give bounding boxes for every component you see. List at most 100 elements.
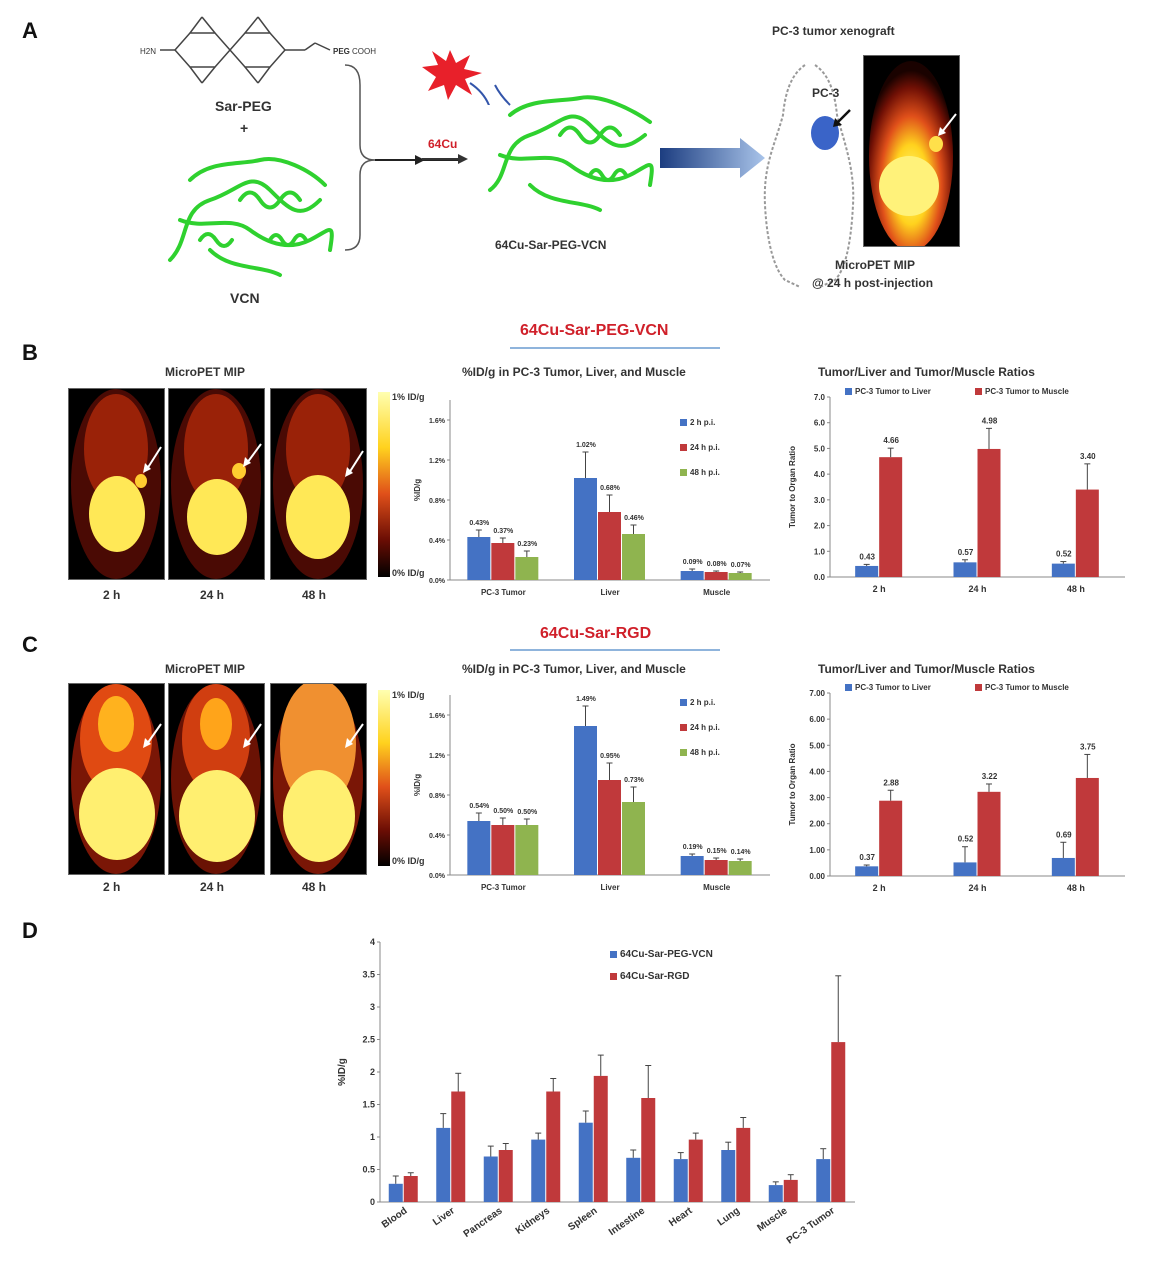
panel-b-letter: B xyxy=(22,340,38,365)
bar xyxy=(491,543,515,580)
category-label: Liver xyxy=(431,1205,457,1228)
data-label: 0.23% xyxy=(517,541,538,548)
bar xyxy=(515,825,539,875)
y-axis-label: Tumor to Organ Ratio xyxy=(788,446,797,528)
category-label: Liver xyxy=(600,588,619,597)
bar xyxy=(704,572,728,580)
pc3-label: PC-3 xyxy=(812,86,840,100)
bar xyxy=(491,825,515,875)
data-label: 1.49% xyxy=(576,696,597,703)
data-label: 3.40 xyxy=(1080,452,1096,461)
category-label: 24 h xyxy=(968,883,986,893)
chart-c-ratio: 0.00 1.00 2.00 3.00 4.00 5.00 6.00 7.00 Tumor to… xyxy=(788,683,1125,893)
legend-swatch xyxy=(975,684,982,691)
data-label: 0.07% xyxy=(731,562,752,569)
chart-b-ratio: 0.0 1.0 2.0 3.0 4.0 5.0 6.0 7.0 Tumor to Organ R… xyxy=(788,387,1125,594)
data-label: 0.50% xyxy=(493,808,514,815)
y-tick-label: 1.6% xyxy=(429,713,446,720)
colorbar-b xyxy=(378,392,390,577)
bar xyxy=(531,1139,546,1202)
panel-b-underline xyxy=(510,347,720,349)
bar xyxy=(953,862,977,876)
legend-label: PC-3 Tumor to Muscle xyxy=(985,683,1069,692)
bar xyxy=(673,1159,688,1202)
y-tick-label: 6.0 xyxy=(814,419,826,428)
y-tick-label: 4.00 xyxy=(809,767,825,776)
legend-label: 24 h p.i. xyxy=(690,723,720,732)
chart-c-idg: 0.0%0.4%0.8%1.2%1.6%%ID/g0.54%0.50% 0.50%… xyxy=(413,695,770,892)
panel-b-idg-title: %ID/g in PC-3 Tumor, Liver, and Muscle xyxy=(462,365,686,379)
chart-d-biodistribution: 0 0.5 1 1.5 2 2.5 3 3.5 4 %ID/g Blood Liver Pancreas… xyxy=(337,937,855,1247)
xenograft-title: PC-3 tumor xenograft xyxy=(772,24,895,38)
legend-swatch xyxy=(610,973,617,980)
category-label: Intestine xyxy=(607,1205,647,1238)
big-gradient-arrow xyxy=(660,138,765,178)
data-label: 4.98 xyxy=(982,416,998,425)
y-tick-label: 0 xyxy=(370,1197,375,1207)
y-tick-label: 1.0 xyxy=(814,547,826,556)
legend-label: 2 h p.i. xyxy=(690,698,715,707)
pet-image-c-2h xyxy=(68,683,165,875)
bar xyxy=(688,1139,703,1202)
data-label: 3.22 xyxy=(982,772,998,781)
bar xyxy=(388,1183,403,1202)
legend-swatch xyxy=(845,388,852,395)
category-label: PC-3 Tumor xyxy=(785,1205,837,1246)
data-label: 2.88 xyxy=(883,778,899,787)
molecule-peg: PEG xyxy=(333,47,350,56)
legend-swatch xyxy=(680,444,687,451)
legend-label: 64Cu-Sar-PEG-VCN xyxy=(620,949,713,960)
y-tick-label: 1.2% xyxy=(429,458,446,465)
bar xyxy=(1075,777,1099,876)
bar xyxy=(1075,489,1099,577)
time-c-24h: 24 h xyxy=(200,880,225,894)
bar xyxy=(578,1122,593,1202)
time-b-24h: 24 h xyxy=(200,588,225,602)
y-tick-label: 0.0% xyxy=(429,873,446,880)
category-label: Muscle xyxy=(755,1205,789,1234)
y-tick-label: 2.00 xyxy=(809,820,825,829)
y-tick-label: 3.00 xyxy=(809,794,825,803)
time-c-48h: 48 h xyxy=(302,880,327,894)
data-label: 0.95% xyxy=(600,753,621,760)
bar xyxy=(622,534,645,580)
colorbar-b-bottom: 0% ID/g xyxy=(392,568,425,578)
data-label: 0.14% xyxy=(731,849,752,856)
pet-image-b-2h xyxy=(68,388,165,580)
data-label: 0.57 xyxy=(958,548,974,557)
y-tick-label: 7.0 xyxy=(814,393,826,402)
bar xyxy=(721,1150,736,1202)
bar xyxy=(977,791,1001,876)
cu64-label: 64Cu xyxy=(428,137,458,151)
category-label: Heart xyxy=(667,1205,695,1229)
colorbar-c-top: 1% ID/g xyxy=(392,690,425,700)
data-label: 0.52 xyxy=(1056,550,1072,559)
bar xyxy=(879,457,903,577)
y-tick-label: 1.5 xyxy=(362,1100,375,1110)
data-label: 0.19% xyxy=(683,844,704,851)
bar xyxy=(953,562,977,577)
bar xyxy=(467,537,491,580)
bar xyxy=(831,1042,846,1202)
y-tick-label: 4.0 xyxy=(814,470,826,479)
y-tick-label: 5.0 xyxy=(814,444,826,453)
bar xyxy=(879,800,903,876)
y-tick-label: 3 xyxy=(370,1002,375,1012)
bar xyxy=(515,557,539,580)
bar xyxy=(436,1127,451,1202)
panel-d-letter: D xyxy=(22,918,38,943)
data-label: 0.69 xyxy=(1056,830,1072,839)
bar xyxy=(855,866,879,876)
bar xyxy=(728,573,752,580)
bar xyxy=(451,1091,466,1202)
y-axis-label: %ID/g xyxy=(413,774,422,796)
y-tick-label: 0.4% xyxy=(429,538,446,545)
legend-swatch xyxy=(680,724,687,731)
data-label: 0.09% xyxy=(683,559,704,566)
category-label: 24 h xyxy=(968,584,986,594)
time-b-48h: 48 h xyxy=(302,588,327,602)
data-label: 0.73% xyxy=(624,777,645,784)
data-label: 0.37 xyxy=(859,853,875,862)
category-label: PC-3 Tumor xyxy=(481,588,526,597)
y-tick-label: 1 xyxy=(370,1132,375,1142)
